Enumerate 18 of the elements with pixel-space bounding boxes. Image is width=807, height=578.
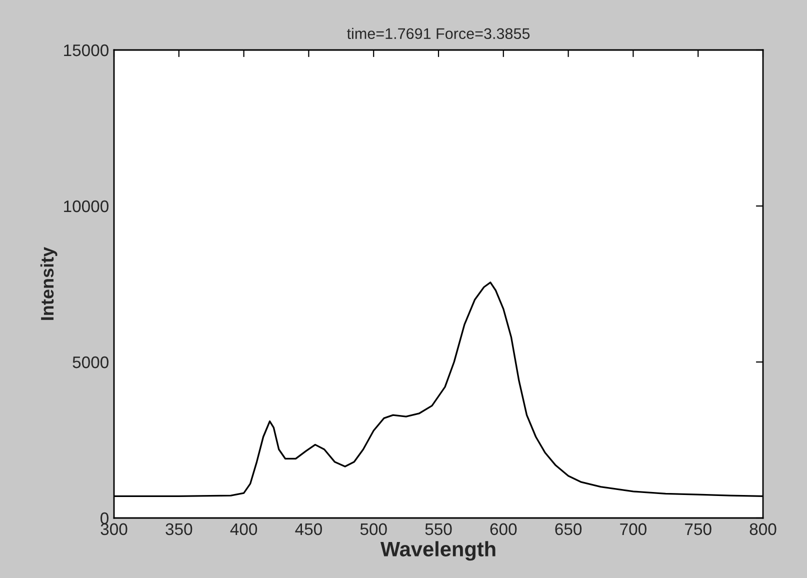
x-tick-label: 750 xyxy=(685,523,712,536)
x-tick-label: 550 xyxy=(425,523,452,536)
x-tick-label: 300 xyxy=(100,523,128,536)
y-tick-label: 10000 xyxy=(64,200,108,212)
x-tick-label: 500 xyxy=(360,523,387,536)
y-tick-label: 0 xyxy=(100,512,108,524)
x-tick-label: 700 xyxy=(620,523,646,536)
x-tick-label: 450 xyxy=(295,523,322,536)
x-tick-label: 350 xyxy=(166,523,192,536)
x-tick-label: 400 xyxy=(230,523,258,536)
y-tick-label: 15000 xyxy=(64,44,108,56)
y-tick-label: 5000 xyxy=(72,356,108,368)
x-tick-label: 650 xyxy=(555,523,582,536)
chart-title: time=1.7691 Force=3.3855 xyxy=(347,28,530,40)
x-axis-title: Wavelength xyxy=(380,541,496,561)
x-tick-label: 600 xyxy=(490,523,517,536)
x-tick-label: 800 xyxy=(750,523,776,536)
y-axis-title: Intensity xyxy=(40,246,58,320)
